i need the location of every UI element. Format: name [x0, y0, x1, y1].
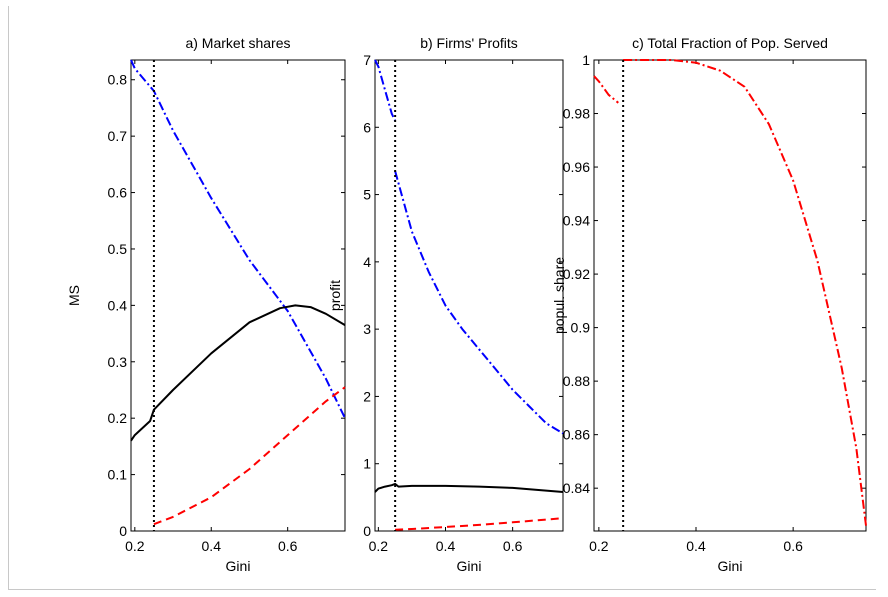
y-tick-label: 0.94 — [563, 213, 590, 229]
x-tick-label: 0.2 — [589, 538, 609, 554]
plot-area-1 — [130, 59, 346, 532]
x-axis-label: Gini — [718, 558, 743, 574]
y-tick-label: 0.8 — [108, 72, 128, 88]
plot-area-3 — [593, 59, 867, 532]
y-tick-label: 0.2 — [108, 410, 128, 426]
x-tick-label: 0.6 — [783, 538, 803, 554]
panel-title: a) Market shares — [185, 35, 290, 51]
panel-title: b) Firms' Profits — [420, 35, 518, 51]
series-line-4 — [395, 517, 564, 531]
plot-area-2 — [374, 59, 564, 532]
y-tick-label: 5 — [363, 187, 371, 203]
y-tick-label: 0.7 — [108, 128, 128, 144]
y-tick-label: 0.84 — [563, 480, 590, 496]
y-tick-label: 0.6 — [108, 185, 128, 201]
y-tick-label: 0.86 — [563, 427, 590, 443]
y-tick-label: 3 — [363, 321, 371, 337]
y-tick-label: 4 — [363, 254, 371, 270]
figure-frame — [8, 6, 876, 590]
y-tick-label: 2 — [363, 388, 371, 404]
y-tick-label: 0.4 — [108, 297, 128, 313]
y-tick-label: 0.9 — [571, 320, 591, 336]
series-line-2 — [394, 170, 564, 435]
x-tick-label: 0.2 — [369, 538, 389, 554]
y-axis-label: MS — [66, 285, 82, 306]
y-tick-label: 0.88 — [563, 373, 590, 389]
y-tick-label: 0 — [119, 523, 127, 539]
y-axis-label: profit — [327, 280, 343, 311]
y-tick-label: 0.92 — [563, 266, 590, 282]
x-tick-label: 0.6 — [503, 538, 523, 554]
y-tick-label: 0.1 — [108, 467, 128, 483]
x-tick-label: 0.4 — [202, 538, 222, 554]
x-axis-label: Gini — [226, 558, 251, 574]
panel-title: c) Total Fraction of Pop. Served — [632, 35, 828, 51]
y-tick-label: 0 — [363, 523, 371, 539]
y-tick-label: 0.96 — [563, 159, 590, 175]
y-tick-label: 7 — [363, 52, 371, 68]
y-tick-label: 6 — [363, 119, 371, 135]
series-line-1 — [593, 75, 619, 104]
x-tick-label: 0.6 — [278, 538, 298, 554]
y-tick-label: 0.5 — [108, 241, 128, 257]
series-line-2 — [130, 304, 346, 442]
series-line-1 — [374, 59, 396, 122]
series-line-3 — [153, 386, 346, 526]
series-line-3 — [374, 482, 564, 493]
y-tick-label: 0.98 — [563, 106, 590, 122]
x-tick-label: 0.4 — [436, 538, 456, 554]
y-axis-label: popul. share — [551, 257, 567, 334]
x-tick-label: 0.4 — [686, 538, 706, 554]
x-axis-label: Gini — [457, 558, 482, 574]
y-tick-label: 0.3 — [108, 354, 128, 370]
series-line-1 — [130, 59, 346, 419]
y-tick-label: 1 — [582, 52, 590, 68]
y-tick-label: 1 — [363, 456, 371, 472]
x-tick-label: 0.2 — [125, 538, 145, 554]
